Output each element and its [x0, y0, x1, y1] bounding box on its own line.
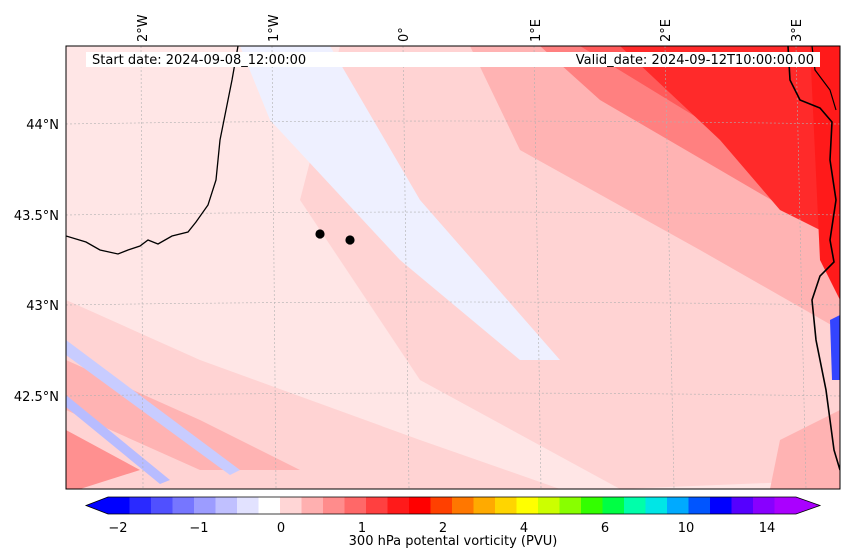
colorbar-title: 300 hPa potental vorticity (PVU) [349, 534, 558, 549]
colorbar-segment [732, 497, 754, 514]
lat-tick-label: 42.5°N [14, 390, 59, 405]
colorbar-segment [710, 497, 732, 514]
marker-point-b [345, 235, 354, 244]
colorbar-segment [216, 497, 238, 514]
lon-tick-label: 1°W [267, 14, 282, 42]
colorbar-segment [345, 497, 367, 514]
colorbar-segment [280, 497, 302, 514]
lat-tick-labels: 44°N 43.5°N 43°N 42.5°N [14, 118, 59, 405]
colorbar-segment [194, 497, 216, 514]
colorbar-segment [667, 497, 689, 514]
colorbar-segment [452, 497, 474, 514]
valid-date-label: Valid_date: 2024-09-12T10:00:00.00 [576, 53, 814, 68]
lon-tick-label: 2°E [659, 19, 674, 42]
colorbar-segment [431, 497, 453, 514]
lon-tick-label: 0° [397, 27, 412, 42]
lon-tick-label: 3°E [790, 19, 805, 42]
colorbar-segment [108, 497, 130, 514]
lon-tick-label: 2°W [136, 14, 151, 42]
start-date-label: Start date: 2024-09-08_12:00:00 [92, 53, 306, 68]
colorbar-tick-label: 10 [678, 521, 695, 536]
colorbar-segment [151, 497, 173, 514]
colorbar-tick-label: 0 [277, 521, 285, 536]
colorbar-tick-label: 6 [601, 521, 609, 536]
colorbar-segment [366, 497, 388, 514]
lat-tick-label: 43.5°N [14, 209, 59, 224]
colorbar-segment [689, 497, 711, 514]
marker-point-a [315, 229, 324, 238]
colorbar-segment [775, 497, 797, 514]
colorbar-segment [603, 497, 625, 514]
colorbar-segment [323, 497, 345, 514]
map-figure: Start date: 2024-09-08_12:00:00 Valid_da… [0, 0, 850, 558]
colorbar-extend-min [86, 497, 108, 514]
colorbar-segment [646, 497, 668, 514]
colorbar-segment [302, 497, 324, 514]
colorbar-segment [753, 497, 775, 514]
colorbar-segment [237, 497, 259, 514]
colorbar-segment [581, 497, 603, 514]
colorbar-segment [474, 497, 496, 514]
colorbar-segment [538, 497, 560, 514]
colorbar-segment [495, 497, 517, 514]
colorbar-segment [624, 497, 646, 514]
colorbar-tick-label: 14 [759, 521, 776, 536]
colorbar-tick-label: −1 [189, 521, 208, 536]
colorbar-segment [409, 497, 431, 514]
colorbar-segment [130, 497, 152, 514]
colorbar-segment [517, 497, 539, 514]
colorbar-segment [259, 497, 281, 514]
colorbar [86, 497, 820, 514]
map-panel: Start date: 2024-09-08_12:00:00 Valid_da… [66, 46, 840, 489]
lon-tick-label: 1°E [529, 19, 544, 42]
lat-tick-label: 43°N [26, 299, 59, 314]
colorbar-segment [560, 497, 582, 514]
colorbar-segment [173, 497, 195, 514]
colorbar-segment [388, 497, 410, 514]
lon-tick-labels: 2°W 1°W 0° 1°E 2°E 3°E [136, 14, 805, 42]
colorbar-tick-label: −2 [108, 521, 127, 536]
lat-tick-label: 44°N [26, 118, 59, 133]
colorbar-extend-max [796, 497, 820, 514]
